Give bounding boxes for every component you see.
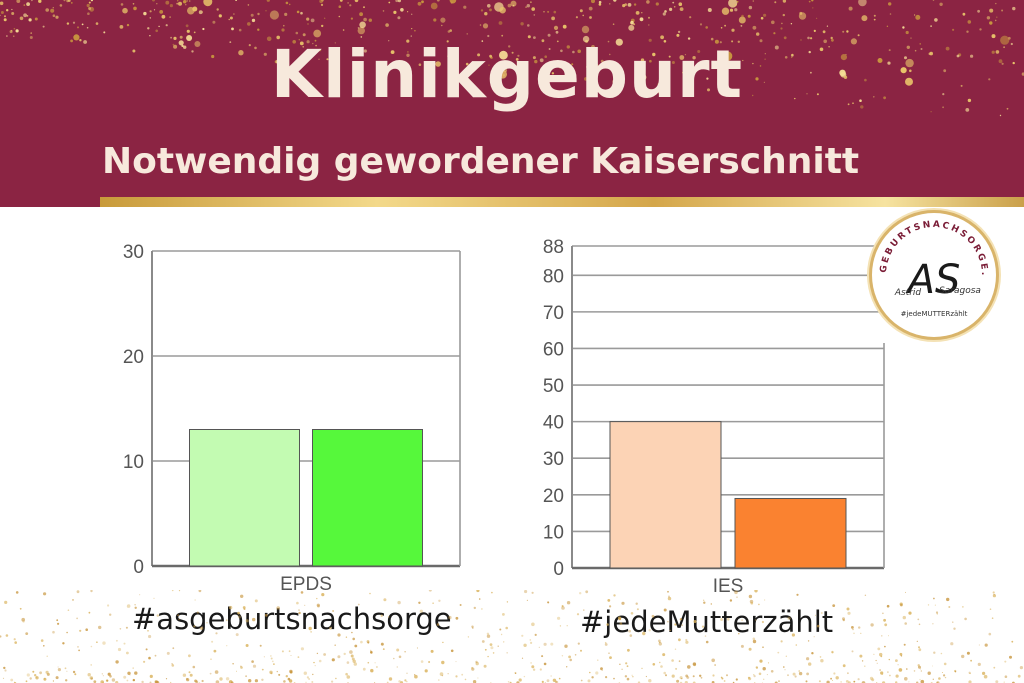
- y-tick-label: 20: [543, 486, 564, 507]
- brand-logo: GEBURTSNACHSORGE.DE AS Astrid Saragosa #…: [872, 213, 996, 337]
- bar-epds-2: [312, 429, 423, 567]
- logo-name-right: Saragosa: [939, 286, 981, 296]
- y-tick-label: 40: [543, 413, 564, 434]
- ies-chart: 0 10 20 30 40 50 60 70 80 88 IES: [543, 237, 885, 597]
- y-tick-label: 30: [123, 242, 144, 263]
- logo-initials: AS: [905, 257, 961, 303]
- x-category-label: EPDS: [280, 574, 332, 595]
- header-banner: [0, 0, 1024, 207]
- y-tick-label: 0: [553, 559, 564, 580]
- glitter-decoration: [0, 0, 1024, 117]
- y-tick-label: 30: [543, 449, 564, 470]
- y-tick-label: 10: [543, 522, 564, 543]
- y-tick-label: 50: [543, 376, 564, 397]
- epds-chart: 0 10 20 30 EPDS: [123, 242, 461, 595]
- gold-divider: [100, 197, 1024, 207]
- y-tick-label: 10: [123, 452, 144, 473]
- page-subtitle: Notwendig gewordener Kaiserschnitt: [102, 141, 860, 182]
- logo-name-left: Astrid: [894, 288, 922, 298]
- y-tick-label: 0: [133, 557, 144, 578]
- bar-ies-2: [734, 497, 847, 569]
- y-tick-label: 80: [543, 266, 564, 287]
- y-tick-label: 20: [123, 347, 144, 368]
- bottom-glitter-decoration: [0, 590, 1024, 683]
- y-tick-label: 60: [543, 339, 564, 360]
- page-title: Klinikgeburt: [270, 36, 744, 113]
- y-tick-label: 70: [543, 303, 564, 324]
- x-category-label: IES: [713, 576, 744, 597]
- hashtag-left: #asgeburtsnachsorge: [132, 602, 452, 636]
- logo-tagline: #jedeMUTTERzählt: [901, 310, 968, 318]
- bar-ies-1: [609, 421, 722, 569]
- hashtag-right: #jedeMutterzählt: [580, 605, 834, 639]
- bar-epds-1: [189, 429, 300, 567]
- y-tick-label: 88: [543, 237, 564, 258]
